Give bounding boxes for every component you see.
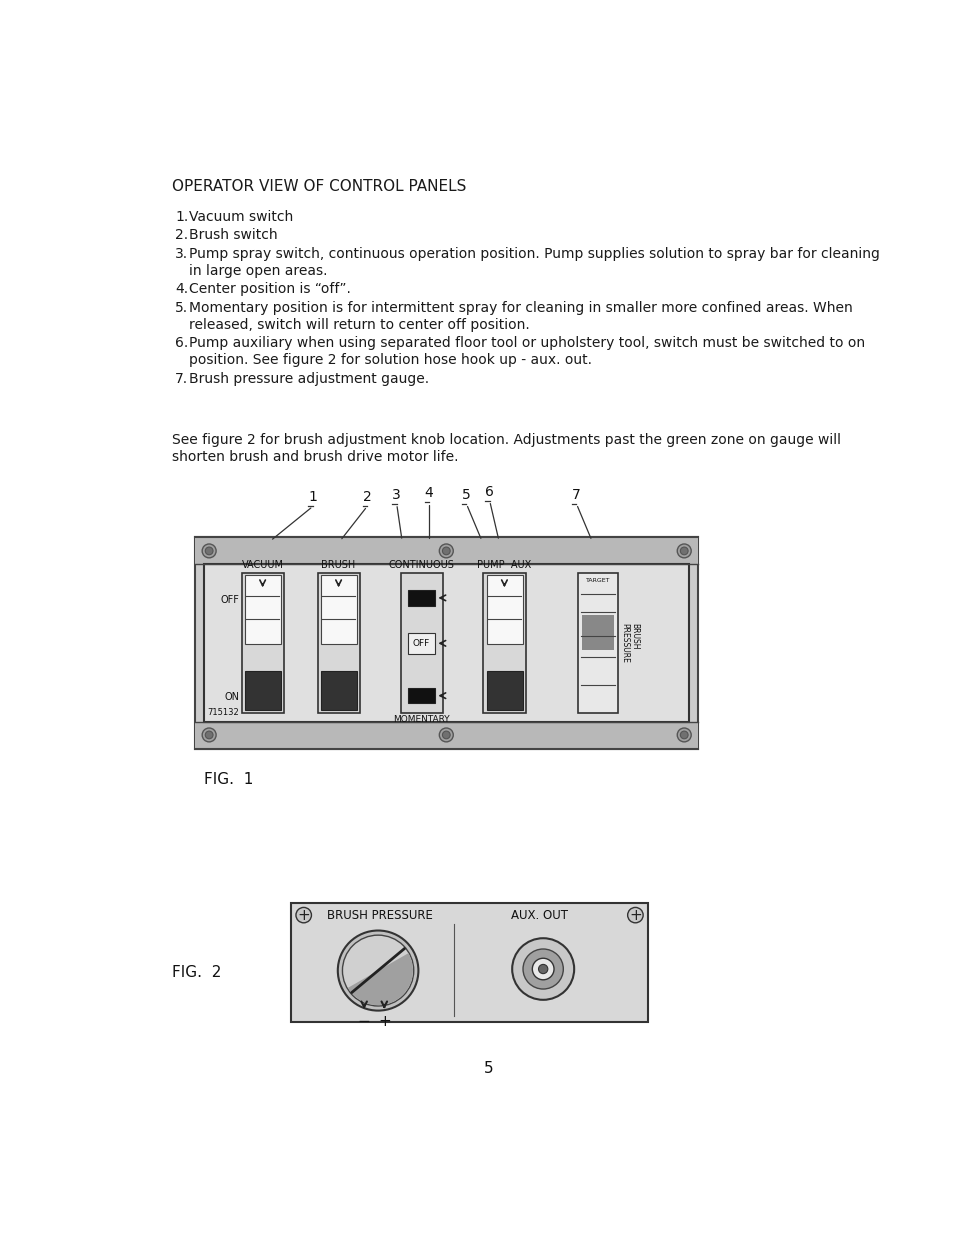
Circle shape	[202, 543, 216, 558]
Bar	[245, 574, 281, 645]
Bar	[578, 573, 618, 713]
Bar	[291, 903, 647, 1023]
Text: Brush pressure adjustment gauge.: Brush pressure adjustment gauge.	[189, 372, 429, 385]
Text: BRUSH: BRUSH	[321, 561, 355, 571]
Text: 715132: 715132	[208, 708, 239, 718]
Text: FIG.  1: FIG. 1	[204, 772, 253, 787]
Circle shape	[342, 935, 414, 1007]
Bar	[245, 671, 281, 710]
Text: BRUSH PRESSURE: BRUSH PRESSURE	[327, 909, 433, 923]
Text: Brush switch: Brush switch	[189, 228, 277, 242]
Text: Center position is “off”.: Center position is “off”.	[189, 282, 351, 296]
Text: 3: 3	[392, 488, 400, 501]
Text: OFF: OFF	[220, 595, 239, 605]
Wedge shape	[348, 953, 413, 1005]
Text: 4.: 4.	[174, 282, 188, 296]
Text: AUX. OUT: AUX. OUT	[510, 909, 567, 923]
Bar	[486, 671, 522, 710]
Text: Vacuum switch: Vacuum switch	[189, 210, 293, 224]
Text: ON: ON	[224, 692, 239, 703]
Text: 6: 6	[484, 484, 494, 499]
Text: 1.: 1.	[174, 210, 188, 224]
Bar	[320, 574, 356, 645]
Circle shape	[202, 727, 216, 742]
Text: TARGET: TARGET	[585, 578, 610, 583]
Text: 5: 5	[483, 1061, 494, 1076]
Bar	[195, 721, 698, 748]
Text: CONTINUOUS: CONTINUOUS	[388, 561, 454, 571]
Bar	[317, 573, 360, 713]
Bar	[195, 537, 698, 564]
Bar	[407, 688, 435, 704]
Text: 3.: 3.	[174, 247, 188, 261]
Text: 6.: 6.	[174, 336, 188, 350]
Bar	[204, 564, 688, 721]
Text: 2: 2	[362, 490, 371, 504]
Circle shape	[677, 543, 691, 558]
Bar	[581, 615, 614, 650]
Text: OFF: OFF	[413, 638, 430, 648]
Circle shape	[337, 930, 418, 1010]
Circle shape	[442, 547, 450, 555]
Circle shape	[537, 965, 547, 973]
Circle shape	[205, 731, 213, 739]
Text: Pump spray switch, continuous operation position. Pump supplies solution to spra: Pump spray switch, continuous operation …	[189, 247, 879, 261]
Bar	[400, 573, 443, 713]
Text: OPERATOR VIEW OF CONTROL PANELS: OPERATOR VIEW OF CONTROL PANELS	[172, 179, 466, 194]
Text: See figure 2 for brush adjustment knob location. Adjustments past the green zone: See figure 2 for brush adjustment knob l…	[172, 433, 840, 447]
Circle shape	[679, 547, 687, 555]
Circle shape	[439, 727, 453, 742]
Text: Pump auxiliary when using separated floor tool or upholstery tool, switch must b: Pump auxiliary when using separated floo…	[189, 336, 864, 350]
Text: position. See figure 2 for solution hose hook up - aux. out.: position. See figure 2 for solution hose…	[189, 353, 592, 367]
Text: −: −	[357, 1014, 370, 1030]
Circle shape	[677, 727, 691, 742]
Bar	[241, 573, 284, 713]
Text: PUMP  AUX: PUMP AUX	[476, 561, 531, 571]
Text: in large open areas.: in large open areas.	[189, 264, 327, 278]
Text: 5: 5	[461, 488, 470, 501]
Circle shape	[679, 731, 687, 739]
Bar	[486, 574, 522, 645]
Text: +: +	[628, 908, 641, 923]
Text: 7: 7	[571, 488, 580, 501]
Text: released, switch will return to center off position.: released, switch will return to center o…	[189, 317, 529, 332]
Text: 4: 4	[424, 487, 433, 500]
Text: 1: 1	[308, 490, 317, 504]
Circle shape	[532, 958, 554, 979]
Circle shape	[627, 908, 642, 923]
Text: 7.: 7.	[174, 372, 188, 385]
Circle shape	[522, 948, 562, 989]
Text: shorten brush and brush drive motor life.: shorten brush and brush drive motor life…	[172, 450, 458, 464]
Circle shape	[512, 939, 574, 1000]
Text: FIG.  2: FIG. 2	[172, 965, 221, 979]
Circle shape	[439, 543, 453, 558]
Bar	[195, 537, 698, 748]
Circle shape	[442, 731, 450, 739]
Text: 5.: 5.	[174, 300, 188, 315]
Text: 2.: 2.	[174, 228, 188, 242]
Bar	[320, 671, 356, 710]
Text: +: +	[377, 1014, 391, 1030]
Bar	[483, 573, 525, 713]
Text: BRUSH
PRESSURE: BRUSH PRESSURE	[619, 624, 639, 663]
Text: Momentary position is for intermittent spray for cleaning in smaller more confin: Momentary position is for intermittent s…	[189, 300, 852, 315]
Text: +: +	[297, 908, 310, 923]
Circle shape	[205, 547, 213, 555]
Text: MOMENTARY: MOMENTARY	[393, 715, 450, 724]
Bar	[407, 590, 435, 605]
Text: VACUUM: VACUUM	[241, 561, 283, 571]
Circle shape	[295, 908, 311, 923]
Bar	[407, 632, 435, 655]
